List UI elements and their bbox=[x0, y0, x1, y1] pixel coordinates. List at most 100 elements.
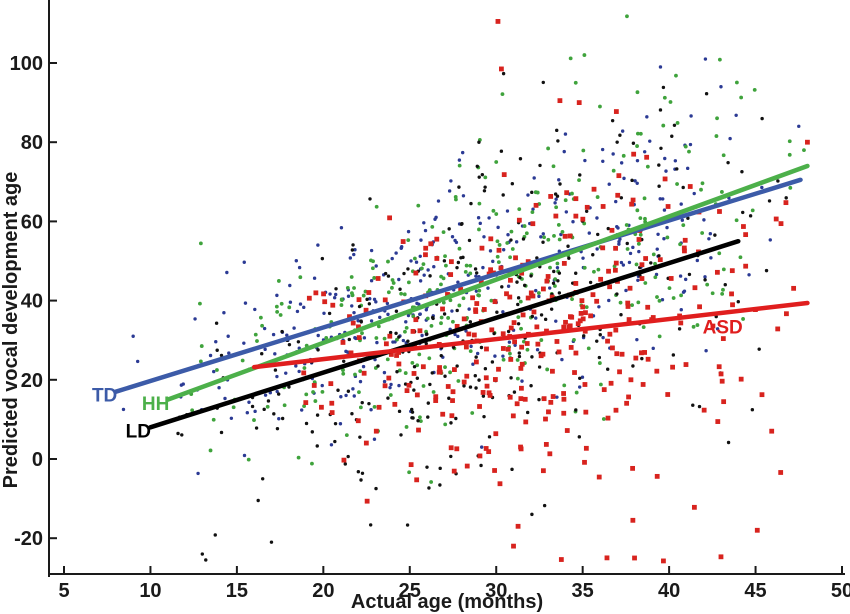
data-point-ld bbox=[657, 254, 661, 258]
data-point-td bbox=[689, 114, 693, 118]
data-point-asd bbox=[530, 221, 536, 227]
data-point-ld bbox=[482, 189, 487, 193]
data-point-hh bbox=[358, 405, 363, 410]
data-point-ld bbox=[584, 209, 589, 213]
data-point-asd bbox=[721, 399, 727, 405]
data-point-ld bbox=[347, 337, 352, 342]
data-point-td bbox=[703, 275, 707, 279]
data-point-asd bbox=[778, 470, 784, 475]
data-point-asd bbox=[546, 409, 551, 415]
data-point-hh bbox=[419, 266, 424, 271]
data-point-td bbox=[369, 248, 374, 253]
data-point-td bbox=[702, 218, 706, 222]
data-point-asd bbox=[449, 413, 455, 419]
data-point-ld bbox=[468, 385, 473, 389]
data-point-td bbox=[662, 208, 667, 212]
data-point-td bbox=[607, 298, 611, 303]
data-point-asd bbox=[561, 410, 567, 416]
data-point-hh bbox=[515, 358, 520, 362]
data-point-td bbox=[245, 411, 250, 415]
data-point-td bbox=[617, 242, 621, 246]
data-point-td bbox=[453, 332, 457, 337]
data-point-asd bbox=[347, 314, 352, 320]
data-point-hh bbox=[638, 232, 643, 237]
data-point-td bbox=[409, 259, 413, 263]
data-point-td bbox=[621, 263, 626, 267]
data-point-td bbox=[288, 300, 293, 304]
data-point-asd bbox=[394, 353, 399, 358]
data-point-ld bbox=[552, 269, 556, 274]
data-point-hh bbox=[341, 368, 345, 372]
data-point-ld bbox=[219, 353, 224, 358]
data-point-ld bbox=[428, 274, 432, 278]
data-point-td bbox=[563, 132, 568, 136]
data-point-td bbox=[253, 409, 257, 414]
data-point-asd bbox=[670, 364, 676, 370]
data-point-td bbox=[597, 305, 601, 309]
data-point-td bbox=[121, 407, 126, 412]
data-point-hh bbox=[382, 336, 387, 341]
data-point-asd bbox=[608, 380, 614, 386]
data-point-asd bbox=[549, 294, 555, 300]
data-point-asd bbox=[556, 349, 562, 355]
data-point-td bbox=[651, 346, 655, 351]
data-point-hh bbox=[278, 313, 283, 317]
data-point-td bbox=[242, 260, 246, 264]
data-point-td bbox=[532, 176, 536, 180]
data-point-td bbox=[506, 284, 511, 288]
data-point-hh bbox=[494, 160, 499, 164]
data-point-hh bbox=[252, 418, 256, 422]
data-point-td bbox=[388, 385, 392, 390]
series-labels-layer: TD HH LD ASD bbox=[92, 318, 743, 443]
data-point-ld bbox=[477, 378, 481, 382]
data-point-hh bbox=[353, 372, 357, 377]
data-point-asd bbox=[487, 392, 493, 398]
data-point-hh bbox=[597, 361, 602, 365]
data-point-hh bbox=[421, 384, 426, 388]
data-point-hh bbox=[739, 95, 744, 100]
data-point-asd bbox=[567, 323, 573, 329]
data-point-ld bbox=[760, 116, 764, 121]
data-point-hh bbox=[407, 470, 412, 475]
data-point-asd bbox=[392, 401, 398, 407]
data-point-hh bbox=[457, 246, 462, 251]
data-point-ld bbox=[518, 157, 523, 161]
data-point-hh bbox=[657, 334, 662, 339]
data-point-hh bbox=[376, 324, 381, 329]
data-point-td bbox=[695, 258, 700, 263]
data-point-hh bbox=[296, 455, 301, 460]
data-point-asd bbox=[466, 331, 472, 337]
data-point-ld bbox=[456, 260, 461, 265]
data-point-ld bbox=[549, 307, 554, 311]
data-point-ld bbox=[250, 404, 255, 409]
data-point-td bbox=[614, 199, 618, 204]
data-point-asd bbox=[520, 312, 526, 318]
data-point-asd bbox=[387, 215, 393, 221]
data-point-ld bbox=[438, 466, 442, 471]
data-point-td bbox=[580, 375, 585, 379]
data-point-hh bbox=[653, 261, 657, 266]
data-point-hh bbox=[611, 168, 616, 173]
data-point-td bbox=[631, 245, 635, 250]
data-point-td bbox=[352, 252, 356, 257]
data-point-asd bbox=[730, 302, 735, 308]
data-point-ld bbox=[475, 271, 479, 275]
data-point-td bbox=[273, 352, 277, 356]
data-point-hh bbox=[468, 263, 473, 268]
regression-lines-layer bbox=[113, 163, 810, 430]
data-point-ld bbox=[316, 348, 320, 352]
data-point-asd bbox=[610, 345, 615, 351]
data-point-ld bbox=[430, 315, 435, 320]
data-point-td bbox=[382, 379, 387, 384]
data-point-hh bbox=[363, 289, 368, 294]
data-point-asd bbox=[533, 202, 539, 208]
data-point-ld bbox=[748, 214, 753, 218]
data-point-ld bbox=[455, 364, 459, 368]
data-point-td bbox=[356, 319, 360, 323]
data-point-asd bbox=[504, 291, 509, 297]
data-point-ld bbox=[618, 133, 622, 137]
data-point-ld bbox=[386, 396, 390, 400]
data-point-hh bbox=[441, 276, 446, 281]
data-point-asd bbox=[645, 304, 651, 310]
data-point-ld bbox=[704, 92, 709, 96]
